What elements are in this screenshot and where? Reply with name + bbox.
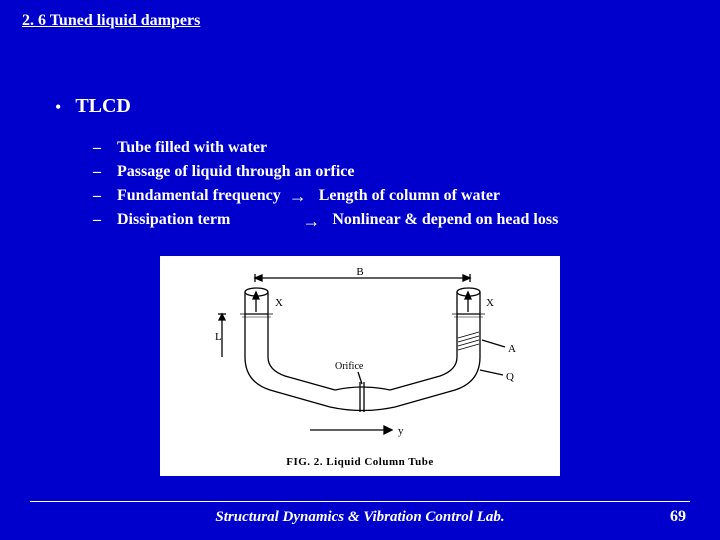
figure-box: B	[160, 256, 560, 476]
label-orifice: Orifice	[335, 361, 364, 372]
bullet-dot: •	[55, 95, 61, 119]
sub-text-3: Fundamental frequency → Length of column…	[117, 185, 500, 207]
sub-list: – Tube filled with water – Passage of li…	[93, 137, 680, 232]
sub-item-1: – Tube filled with water	[93, 137, 680, 159]
content-area: • TLCD – Tube filled with water – Passag…	[55, 95, 680, 234]
label-A: A	[508, 343, 516, 355]
liquid-column-diagram: B	[160, 262, 560, 452]
figure-caption: FIG. 2. Liquid Column Tube	[160, 456, 560, 468]
sub-text-1: Tube filled with water	[117, 137, 267, 159]
arrow-icon: →	[289, 185, 307, 207]
label-B: B	[356, 266, 363, 278]
arrow-icon: →	[302, 210, 320, 232]
sub-item-4: – Dissipation term → Nonlinear & depend …	[93, 209, 680, 231]
dash-icon: –	[93, 161, 101, 183]
label-Q: Q	[506, 371, 514, 383]
dash-icon: –	[93, 137, 101, 159]
sub3b: Length of column of water	[319, 187, 500, 204]
sub-item-2: – Passage of liquid through an orfice	[93, 161, 680, 183]
label-y: y	[398, 425, 404, 437]
sub-item-3: – Fundamental frequency → Length of colu…	[93, 185, 680, 207]
sub-text-2: Passage of liquid through an orfice	[117, 161, 355, 183]
sub-text-4: Dissipation term → Nonlinear & depend on…	[117, 209, 558, 231]
label-X-left: X	[275, 297, 283, 309]
footer-line	[30, 501, 690, 502]
dash-icon: –	[93, 185, 101, 207]
dash-icon: –	[93, 209, 101, 231]
page-number: 69	[670, 508, 686, 526]
footer-text: Structural Dynamics & Vibration Control …	[0, 509, 720, 526]
label-X-right: X	[486, 297, 494, 309]
main-bullet-text: TLCD	[75, 95, 131, 118]
slide-title: 2. 6 Tuned liquid dampers	[22, 12, 200, 30]
sub4b: Nonlinear & depend on head loss	[332, 211, 558, 228]
main-bullet: • TLCD	[55, 95, 680, 119]
sub3a: Fundamental frequency	[117, 187, 281, 204]
sub4a: Dissipation term	[117, 211, 230, 228]
label-L: L	[215, 331, 222, 343]
